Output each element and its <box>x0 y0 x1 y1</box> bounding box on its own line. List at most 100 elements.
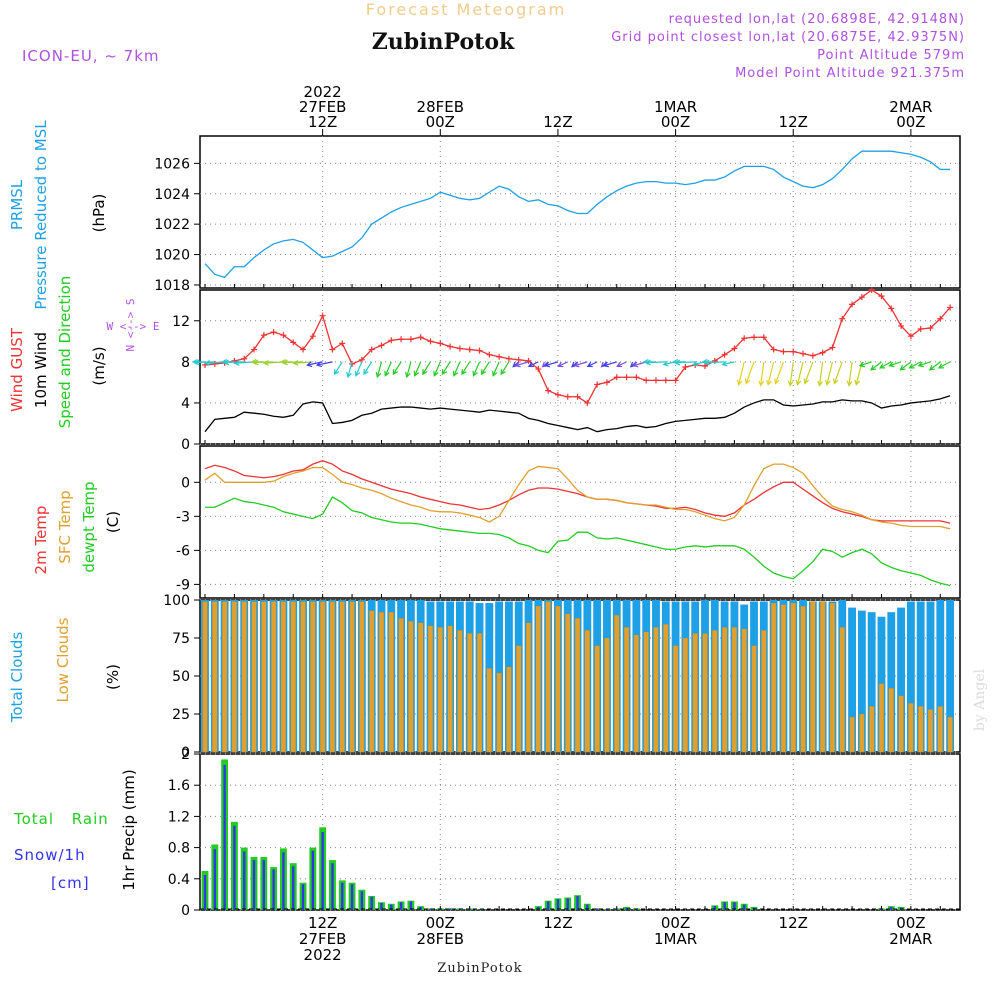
gust-marker <box>407 336 414 343</box>
wind-arrow-head <box>879 363 886 369</box>
low-cloud-bar <box>447 625 453 753</box>
low-cloud-bar <box>623 627 630 753</box>
clouds-ytick-label: 25 <box>172 707 190 723</box>
gust-marker <box>594 381 601 388</box>
gust-marker <box>731 345 738 352</box>
precip-ytick-label: 1.6 <box>168 778 190 794</box>
snow-bar <box>429 908 432 910</box>
wind-label-gust: Wind GUST <box>8 327 26 412</box>
snow-bar <box>566 898 569 910</box>
wind-arrow <box>918 361 931 367</box>
wind-arrow-head <box>204 360 211 366</box>
gust-marker <box>652 377 659 384</box>
wind-arrow-head <box>833 378 839 385</box>
clouds-ytick-label: 75 <box>172 631 190 647</box>
gust-marker <box>702 362 708 369</box>
low-cloud-bar <box>947 716 953 753</box>
compass-vertical: N <--> S <box>124 299 137 352</box>
gust-marker <box>839 315 846 322</box>
low-cloud-bar <box>506 666 512 753</box>
snow-bar <box>292 866 295 910</box>
wind-arrow <box>355 361 363 376</box>
low-cloud-bar <box>516 645 522 753</box>
gust-marker <box>251 346 258 353</box>
wind-arrow-head <box>928 365 935 371</box>
low-cloud-bar <box>839 627 845 753</box>
snow-bar <box>478 909 481 910</box>
gust-marker <box>260 332 267 339</box>
total-cloud-bar <box>936 600 945 752</box>
low-cloud-bar <box>310 601 316 753</box>
snow-bar <box>331 863 334 910</box>
temperature-line-2m-temp <box>204 460 951 524</box>
low-cloud-bar <box>212 601 218 753</box>
gust-marker <box>368 346 375 353</box>
low-cloud-bar <box>594 645 600 753</box>
wind-arrow-head <box>480 369 487 376</box>
total-cloud-bar <box>848 607 856 752</box>
low-cloud-bar <box>476 633 483 753</box>
snow-bar <box>448 908 452 910</box>
precip-ytick-label: 1.2 <box>168 809 190 825</box>
low-cloud-bar <box>565 613 571 753</box>
wind-ytick-label: 0 <box>181 437 190 453</box>
wind-arrow <box>453 361 461 376</box>
low-cloud-bar <box>633 634 639 753</box>
gust-marker <box>888 305 895 312</box>
snow-bar <box>743 904 746 910</box>
wind-arrow-head <box>527 361 534 368</box>
gust-marker <box>780 348 787 355</box>
wind-arrow <box>414 361 422 376</box>
wind-arrow <box>879 361 892 369</box>
wind-arrow <box>544 361 559 367</box>
pressure-label-prmsl: PRMSL <box>8 179 26 230</box>
low-cloud-bar <box>467 633 473 753</box>
wind-arrow-head <box>795 379 802 386</box>
low-cloud-bar <box>712 630 718 753</box>
wind-arrow <box>848 361 853 386</box>
bottom-time-label: 12Z <box>543 914 572 932</box>
wind-arrow <box>384 361 392 376</box>
wind-arrow <box>574 361 588 367</box>
wind-arrow <box>492 361 500 376</box>
snow-bar <box>203 874 207 910</box>
gust-marker <box>525 357 532 364</box>
wind-arrow-head <box>363 369 369 376</box>
point-altitude: Point Altitude 579m <box>817 48 965 63</box>
wind-arrow-head <box>573 361 580 368</box>
temperature-line-sfc-temp <box>204 463 951 530</box>
low-cloud-bar <box>918 706 924 753</box>
wind-arrow <box>283 361 304 364</box>
wind-arrow <box>376 361 383 378</box>
wind-arrow-head <box>674 359 681 366</box>
wind-arrow-head <box>492 370 498 377</box>
gust-marker <box>849 301 856 308</box>
wind-arrow <box>441 361 451 375</box>
wind-arrow <box>481 361 490 375</box>
credit-watermark: by Angel <box>972 668 988 731</box>
wind-arrow-head <box>586 361 593 368</box>
wind-arrow-head <box>514 361 521 368</box>
wind-arrow <box>515 361 529 367</box>
temp-label-dewpt: dewpt Temp <box>80 481 98 572</box>
low-cloud-bar <box>369 610 375 753</box>
wind-arrow <box>422 361 431 375</box>
wind-arrow-head <box>384 370 390 377</box>
wind-arrow-head <box>543 361 551 368</box>
wind-arrow <box>745 361 755 384</box>
wind-arrow-head <box>433 370 439 377</box>
top-time-label: 12Z <box>308 113 337 131</box>
wind-arrow-head <box>899 365 906 371</box>
gust-marker <box>554 391 561 398</box>
wind-arrow <box>938 361 951 369</box>
low-cloud-bar <box>584 630 590 753</box>
wind-arrow-head <box>908 363 915 369</box>
wind-arrow-head <box>315 361 323 368</box>
wind-arrow <box>253 361 274 364</box>
gust-marker <box>682 364 689 370</box>
snow-bar <box>311 850 315 910</box>
snow-bar <box>546 901 550 910</box>
wind-arrow <box>909 361 921 369</box>
temperature-line-dewpt-temp <box>205 496 951 587</box>
low-cloud-bar <box>545 601 551 753</box>
